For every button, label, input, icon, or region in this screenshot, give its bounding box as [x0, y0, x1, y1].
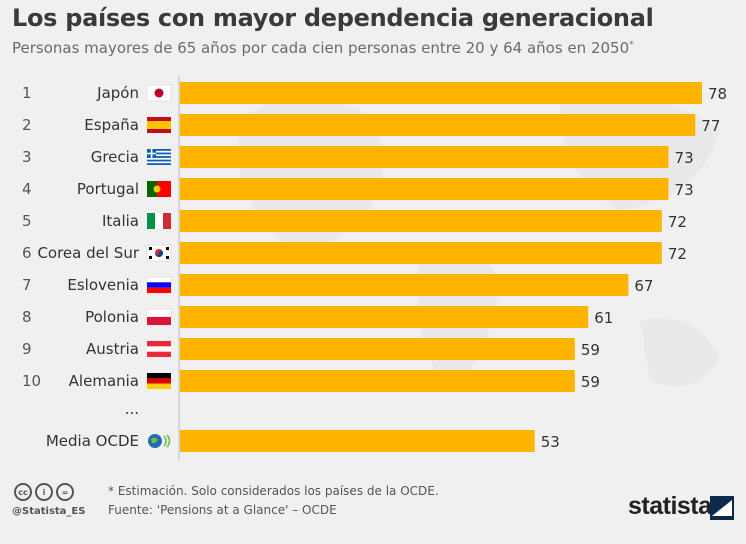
value-label: 61 [594, 309, 613, 327]
germany-flag-part [147, 378, 171, 384]
greece-flag-part [147, 152, 156, 155]
category-label: Italia [102, 212, 139, 230]
germany-flag-part [147, 383, 171, 389]
portugal-flag-part [147, 181, 157, 197]
value-label: 77 [701, 117, 720, 135]
poland-flag-part [146, 308, 172, 318]
category-label: Austria [86, 340, 139, 358]
greece-flag-part [147, 150, 171, 153]
value-label: 59 [581, 341, 600, 359]
bar [180, 146, 669, 168]
value-label: 73 [675, 149, 694, 167]
south-korea-flag-part [149, 247, 152, 250]
oecd-logo-part [163, 435, 167, 447]
cc-icon: cc [14, 483, 32, 501]
category-label: España [84, 116, 139, 134]
greece-flag-part [147, 157, 171, 160]
italy-flag [147, 213, 171, 229]
category-label: Media OCDE [46, 432, 139, 450]
rank-label: 1 [22, 84, 32, 102]
statista-handle: @Statista_ES [12, 506, 86, 517]
nd-icon: = [56, 483, 74, 501]
italy-flag-part [147, 213, 155, 229]
rank-label: 2 [22, 116, 32, 134]
oecd-logo [148, 434, 171, 448]
by-icon: i [35, 483, 53, 501]
south-korea-flag [146, 244, 172, 262]
category-label: Grecia [91, 148, 139, 166]
rank-label: 10 [22, 372, 41, 390]
south-korea-flag-part [166, 247, 169, 250]
bar [180, 306, 589, 328]
greece-flag-part [147, 161, 171, 164]
value-label: 73 [675, 181, 694, 199]
poland-flag [146, 308, 172, 325]
map-shape [640, 318, 720, 387]
bar [180, 274, 629, 296]
chart-title: Los países con mayor dependencia generac… [12, 4, 654, 32]
portugal-flag-part [153, 185, 161, 193]
italy-flag-part [163, 213, 171, 229]
statista-logo: statista [628, 492, 712, 520]
italy-flag-part [155, 213, 163, 229]
value-label: 53 [541, 433, 560, 451]
bar [180, 242, 662, 264]
footnote: * Estimación. Solo considerados los país… [108, 484, 439, 498]
greece-flag [147, 149, 171, 165]
value-label: 59 [581, 373, 600, 391]
rank-label: 3 [22, 148, 32, 166]
south-korea-flag-part [166, 256, 169, 259]
value-label: 72 [668, 213, 687, 231]
oecd-logo-part [166, 434, 171, 448]
subtitle-text: Personas mayores de 65 años por cada cie… [12, 39, 630, 57]
bar [180, 178, 669, 200]
subtitle-asterisk: * [629, 40, 634, 50]
bar [180, 114, 696, 136]
portugal-flag [147, 181, 171, 197]
greece-flag-part [147, 154, 171, 157]
bar [180, 338, 575, 360]
rank-label: 8 [22, 308, 32, 326]
source-note: Fuente: 'Pensions at a Glance' – OCDE [108, 503, 337, 517]
rank-label: 6 [22, 244, 32, 262]
slovenia-flag [146, 276, 172, 294]
category-label: Portugal [77, 180, 139, 198]
bar [180, 430, 535, 452]
statista-logo-icon [710, 496, 734, 520]
value-label: 72 [668, 245, 687, 263]
value-label: 67 [634, 277, 653, 295]
bar [180, 370, 575, 392]
japan-flag-part [154, 88, 164, 98]
chart-subtitle: Personas mayores de 65 años por cada cie… [12, 39, 634, 57]
category-label: Polonia [85, 308, 139, 326]
category-label: Alemania [69, 372, 139, 390]
austria-flag-part [147, 346, 171, 352]
rank-label: 9 [22, 340, 32, 358]
spain-flag [147, 117, 171, 133]
south-korea-flag-part [155, 251, 163, 257]
ellipsis-label: ... [125, 400, 139, 418]
slovenia-flag-part [147, 282, 171, 288]
germany-flag-part [147, 373, 171, 379]
category-label: Japón [96, 84, 139, 102]
austria-flag [147, 341, 171, 357]
category-label: Eslovenia [67, 276, 139, 294]
south-korea-flag-part [149, 256, 152, 259]
japan-flag [146, 84, 172, 102]
rank-label: 5 [22, 212, 32, 230]
bar-chart: 1 Japón 782 España 773 Grecia 734 Portugal 735 It… [22, 76, 727, 460]
germany-flag [147, 373, 171, 389]
spain-flag-part [147, 121, 171, 129]
license-icons: cc i = [14, 483, 74, 501]
slovenia-flag-part [147, 287, 171, 293]
rank-label: 4 [22, 180, 32, 198]
oecd-logo-part [151, 437, 158, 444]
bar [180, 82, 702, 104]
bar [180, 210, 662, 232]
rank-label: 7 [22, 276, 32, 294]
category-label: Corea del Sur [37, 244, 139, 262]
poland-flag-part [147, 317, 171, 325]
value-label: 78 [708, 85, 727, 103]
